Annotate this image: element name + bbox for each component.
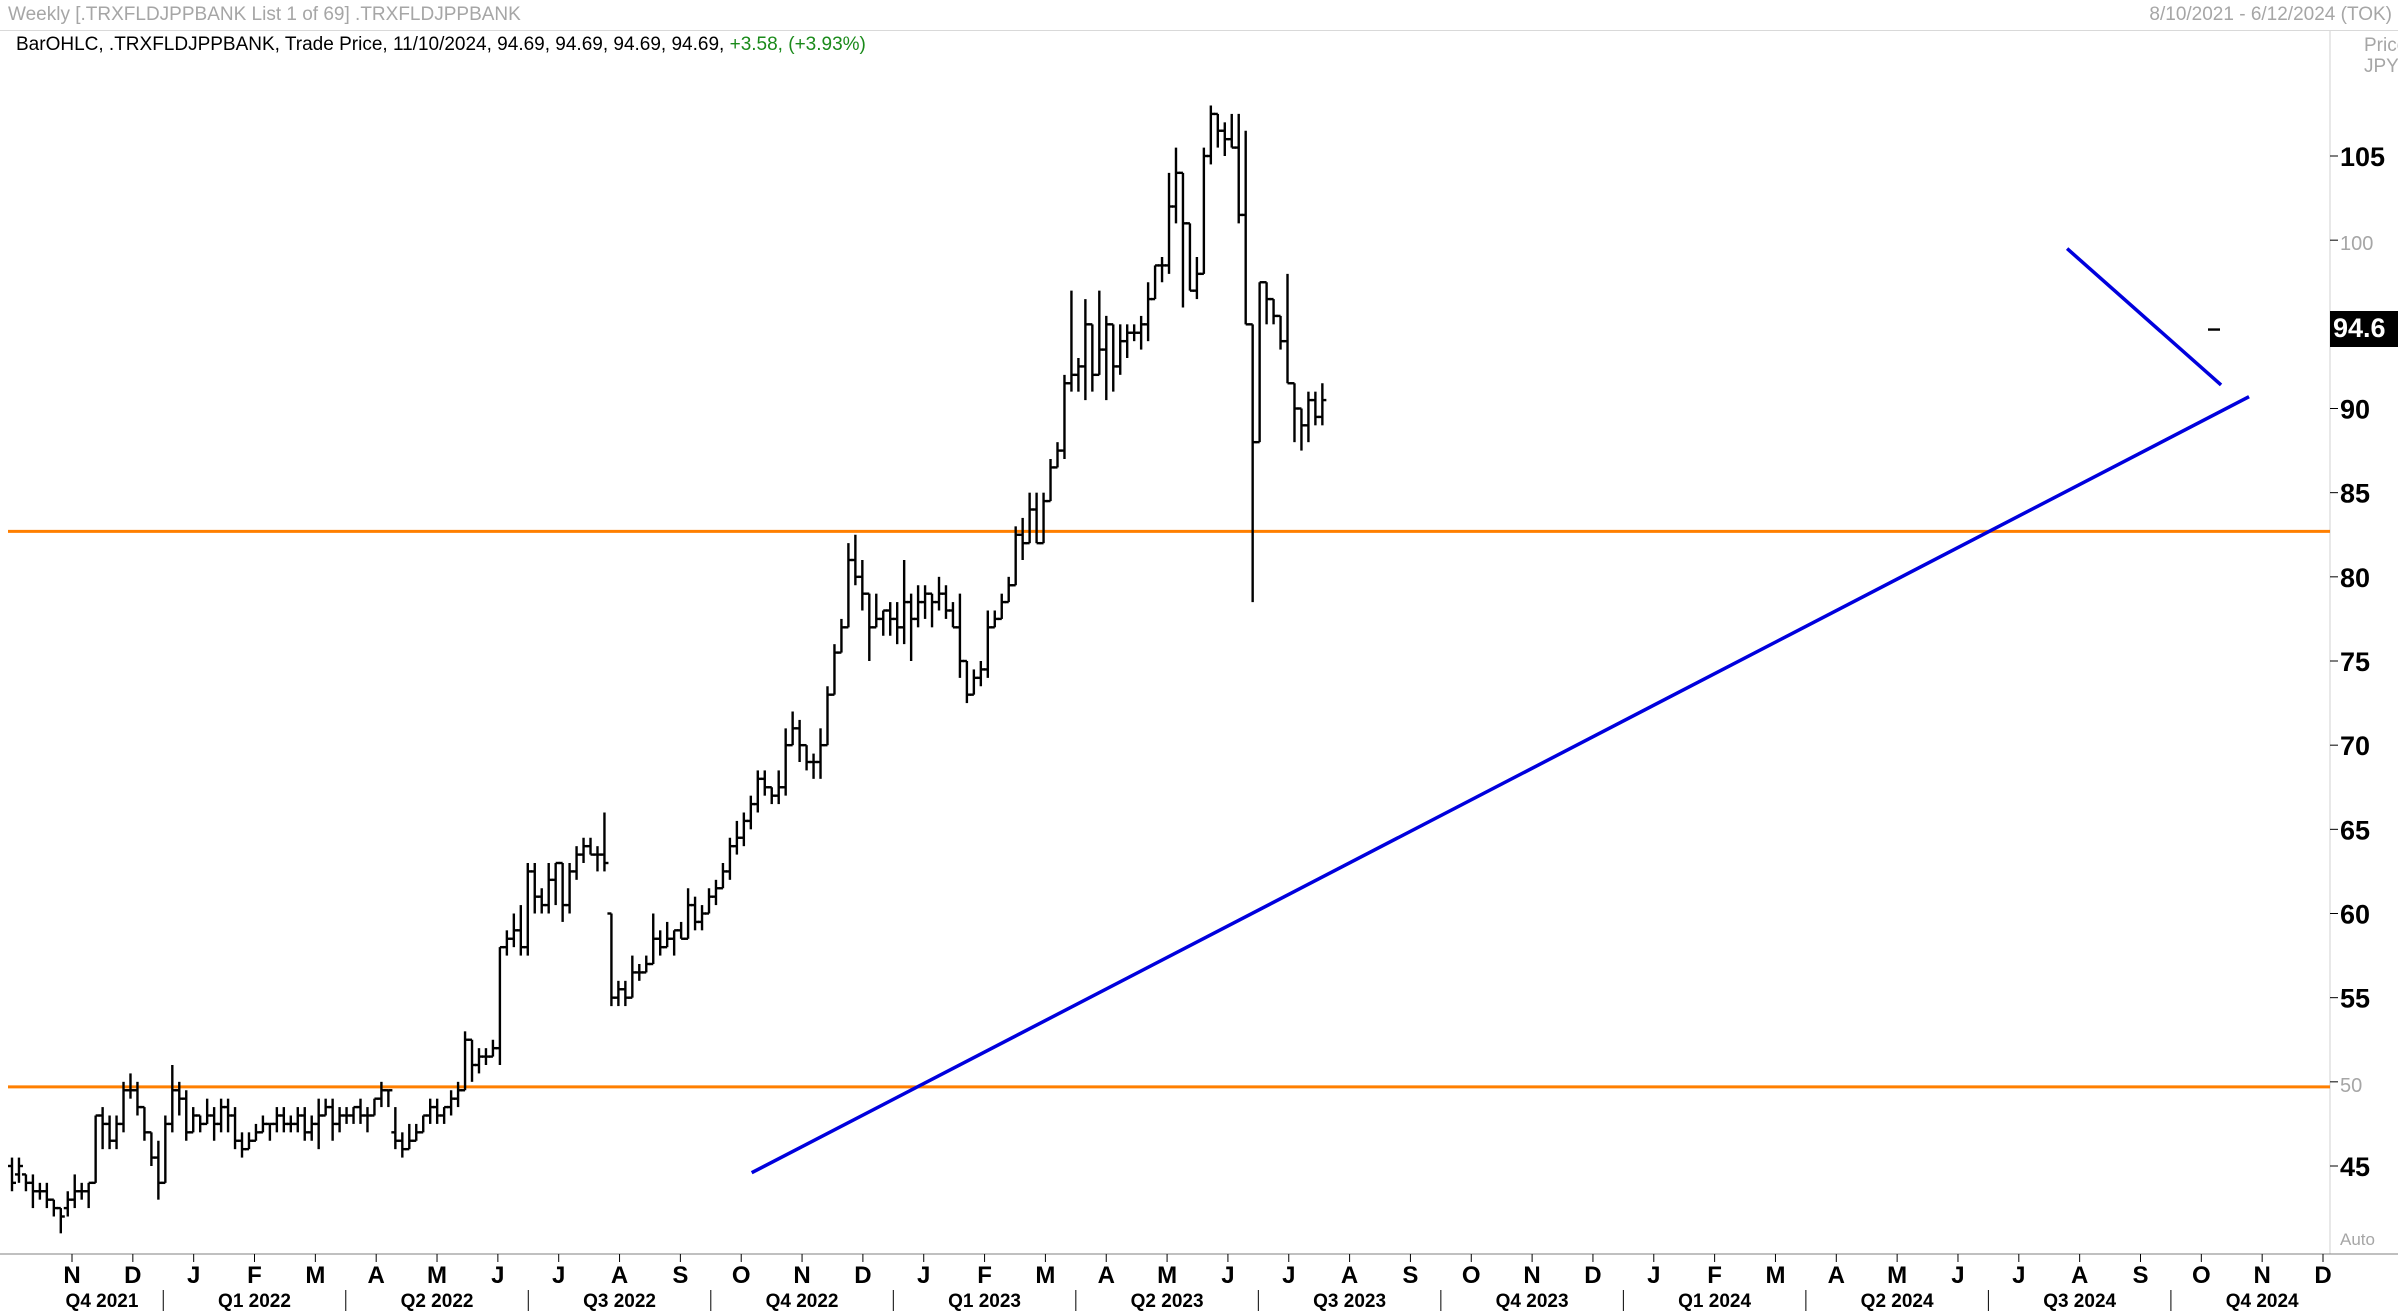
- ohlc-bar: [8, 1157, 16, 1192]
- trendline: [2065, 247, 2223, 387]
- month-label: M: [1035, 1262, 1055, 1289]
- quarter-label: Q4 2024: [2226, 1291, 2299, 1311]
- month-label: A: [2071, 1262, 2088, 1289]
- month-label: D: [124, 1262, 141, 1289]
- quarter-label: Q4 2022: [766, 1291, 839, 1311]
- series-legend: BarOHLC, .TRXFLDJPPBANK, Trade Price, 11…: [16, 34, 866, 56]
- quarter-label: Q1 2022: [218, 1291, 291, 1311]
- month-label: J: [1282, 1262, 1295, 1289]
- month-label: D: [2314, 1262, 2331, 1289]
- quarter-label: Q2 2022: [401, 1291, 474, 1311]
- quarter-label: Q2 2023: [1131, 1291, 1204, 1311]
- month-label: F: [247, 1262, 262, 1289]
- plot-background: [0, 31, 2330, 1254]
- price-tick-label: 100: [2340, 233, 2373, 255]
- quarter-label: Q3 2023: [1313, 1291, 1386, 1311]
- trendlines: [750, 247, 2250, 1175]
- month-label: M: [427, 1262, 447, 1289]
- month-label: A: [1341, 1262, 1358, 1289]
- ohlc-bar: [1318, 383, 1327, 426]
- axis-scale-mode: Auto: [2340, 1230, 2375, 1249]
- month-label: D: [854, 1262, 871, 1289]
- ohlc-bar: [600, 812, 609, 872]
- month-label: F: [977, 1262, 992, 1289]
- ohlc-bar: [14, 1157, 23, 1183]
- month-label: J: [1647, 1262, 1660, 1289]
- month-label: A: [368, 1262, 385, 1289]
- quarter-label: Q4 2021: [66, 1291, 139, 1311]
- price-tick-label: 45: [2340, 1152, 2370, 1182]
- month-label: S: [1402, 1262, 1418, 1289]
- quarter-label: Q3 2024: [2043, 1291, 2116, 1311]
- month-label: J: [1951, 1262, 1964, 1289]
- quarter-labels: Q4 2021 Q1 2022 Q2 2022 Q3 2022 Q4 2022 Q1 20…: [66, 1290, 2299, 1311]
- last-price-value: 94.6: [2333, 313, 2386, 343]
- price-tick-label: 80: [2340, 563, 2370, 593]
- price-axis-ticks: 45 50 55 60 65 70 75 80 85 90 100 105: [2330, 142, 2385, 1182]
- ohlc-bar: [56, 1206, 65, 1234]
- month-label: F: [1707, 1262, 1722, 1289]
- price-axis-label: Price: [2364, 35, 2398, 56]
- last-price-tag: 94.6: [2330, 311, 2398, 347]
- month-label: M: [1887, 1262, 1907, 1289]
- price-tick-label: 105: [2340, 142, 2385, 172]
- month-label: J: [917, 1262, 930, 1289]
- month-label: O: [732, 1262, 751, 1289]
- month-label: J: [2012, 1262, 2025, 1289]
- ohlc-bars: [8, 105, 2220, 1234]
- month-label: A: [611, 1262, 628, 1289]
- month-label: D: [1584, 1262, 1601, 1289]
- legend-change: +3.58, (+3.93%): [729, 34, 866, 55]
- price-tick-label: 60: [2340, 900, 2370, 930]
- price-tick-label: 65: [2340, 815, 2370, 845]
- axis-background: [2330, 31, 2398, 1254]
- month-label: N: [63, 1262, 80, 1289]
- legend-text: BarOHLC, .TRXFLDJPPBANK, Trade Price, 11…: [16, 34, 725, 55]
- trendline: [750, 395, 2250, 1175]
- quarter-label: Q4 2023: [1496, 1291, 1569, 1311]
- month-label: S: [672, 1262, 688, 1289]
- month-label: N: [1523, 1262, 1540, 1289]
- month-label: J: [187, 1262, 200, 1289]
- month-label: S: [2132, 1262, 2148, 1289]
- quarter-label: Q3 2022: [583, 1291, 656, 1311]
- price-tick-label: 70: [2340, 731, 2370, 761]
- quarter-label: Q1 2023: [948, 1291, 1021, 1311]
- month-label: J: [552, 1262, 565, 1289]
- month-label: A: [1828, 1262, 1845, 1289]
- price-tick-label: 75: [2340, 647, 2370, 677]
- chart-title-bar: Weekly [.TRXFLDJPPBANK List 1 of 69] .TR…: [0, 0, 2398, 31]
- chart-date-range: 8/10/2021 - 6/12/2024 (TOK): [2149, 4, 2392, 25]
- chart-title: Weekly [.TRXFLDJPPBANK List 1 of 69] .TR…: [8, 4, 521, 25]
- month-label: N: [793, 1262, 810, 1289]
- month-label: M: [305, 1262, 325, 1289]
- month-label: J: [1221, 1262, 1234, 1289]
- price-tick-label: 55: [2340, 984, 2370, 1014]
- month-label: M: [1157, 1262, 1177, 1289]
- quarter-label: Q2 2024: [1861, 1291, 1934, 1311]
- price-tick-label: 85: [2340, 479, 2370, 509]
- month-label: O: [2192, 1262, 2211, 1289]
- price-tick-label: 50: [2340, 1075, 2362, 1097]
- price-tick-label: 90: [2340, 395, 2370, 425]
- month-label: J: [491, 1262, 504, 1289]
- ohlc-bar: [384, 1089, 393, 1108]
- month-label: A: [1098, 1262, 1115, 1289]
- month-label: O: [1462, 1262, 1481, 1289]
- quarter-label: Q1 2024: [1678, 1291, 1751, 1311]
- price-axis-unit: JPY: [2364, 56, 2398, 77]
- horizontal-levels: [8, 529, 2330, 1089]
- month-label: M: [1765, 1262, 1785, 1289]
- month-label: N: [2253, 1262, 2270, 1289]
